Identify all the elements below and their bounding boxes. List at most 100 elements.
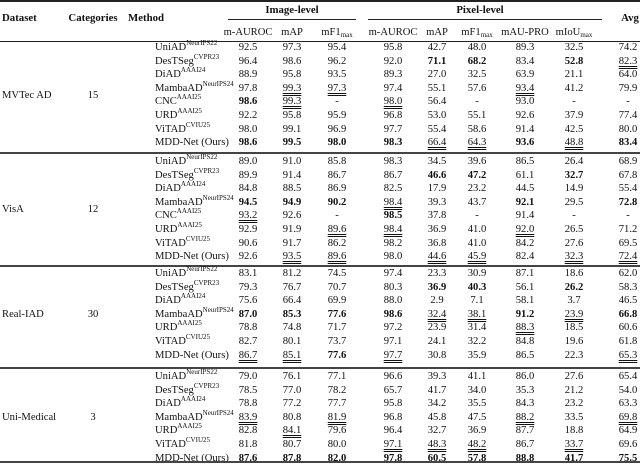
table-cell: 97.8 (383, 452, 403, 464)
table-cell: 85.3 (282, 308, 302, 320)
header-col-mf1: mF1max (321, 27, 353, 39)
table-cell: 32.5 (564, 42, 584, 53)
table-cell: 46.5 (618, 295, 638, 307)
table-cell: 86.7 (238, 349, 258, 361)
table-cell: 36.9 (467, 425, 487, 437)
table-cell: 65.7 (383, 384, 403, 396)
method-label: DiAD (155, 295, 181, 307)
table-cell: 22.3 (564, 349, 584, 361)
table-cell: 83.4 (515, 55, 535, 67)
table-cell: 55.1 (427, 82, 447, 94)
method-name: UniADNeurIPS22 (155, 266, 217, 280)
table-cell: 41.2 (564, 82, 584, 94)
table-cell: 97.1 (383, 336, 403, 347)
table-cell: 64.9 (618, 425, 638, 437)
table-cell: 85.8 (327, 156, 347, 167)
col-label: mF1 (461, 27, 481, 38)
table-cell: 84.3 (515, 398, 535, 410)
table-cell: 97.2 (383, 322, 403, 334)
table-cell: 41.0 (467, 224, 487, 235)
table-cell: 57.6 (467, 82, 487, 94)
table-cell: 61.8 (618, 336, 638, 347)
table-cell: 97.4 (383, 82, 403, 94)
table-cell: 90.6 (238, 237, 258, 249)
table-cell: - (475, 210, 479, 222)
table-cell: 81.9 (327, 411, 347, 423)
table-cell: 96.8 (383, 411, 403, 423)
table-cell: 23.9 (564, 308, 584, 320)
table-cell: 72.4 (618, 251, 638, 263)
header-method: Method (128, 12, 164, 24)
method-name: DiADAAAI24 (155, 67, 205, 81)
method-label: ViTAD (155, 336, 186, 347)
table-cell: 74.2 (618, 42, 638, 53)
table-cell: 60.5 (427, 452, 447, 464)
table-cell: 70.7 (327, 281, 347, 293)
table-cell: 69.6 (618, 439, 638, 450)
table-cell: 34.5 (427, 156, 447, 167)
table-cell: 92.1 (515, 196, 535, 208)
table-cell: 53.0 (427, 110, 447, 121)
table-cell: 86.5 (515, 349, 535, 361)
table-cell: 52.8 (564, 55, 584, 67)
table-cell: 77.4 (618, 110, 638, 121)
method-name: DesTSegCVPR23 (155, 53, 219, 68)
category-count: 30 (87, 308, 99, 320)
table-cell: 92.0 (383, 55, 403, 67)
table-cell: 91.4 (515, 123, 535, 135)
category-count: 12 (87, 203, 99, 215)
col-label: mIoU (555, 27, 581, 38)
block-rule (0, 461, 640, 463)
table-cell: 79.6 (327, 425, 347, 437)
table-cell: 48.8 (564, 137, 584, 149)
table-cell: 23.2 (467, 183, 487, 195)
venue-superscript: CVIU25 (185, 333, 211, 341)
method-name: UniADNeurIPS22 (155, 40, 217, 54)
method-name: URDAAAI25 (155, 320, 202, 334)
method-name: UniADNeurIPS22 (155, 153, 218, 168)
header-col-m-auroc: m-AUROC (224, 27, 273, 39)
table-cell: 87.6 (238, 452, 258, 464)
table-cell: 23.9 (427, 322, 447, 334)
table-cell: 55.1 (467, 110, 487, 121)
table-cell: 71.2 (618, 224, 638, 235)
table-cell: 77.7 (327, 398, 347, 410)
table-cell: 97.7 (383, 349, 403, 361)
method-label: ViTAD (155, 439, 186, 450)
venue-superscript: AAAI24 (180, 180, 206, 189)
table-cell: 87.0 (238, 308, 258, 320)
method-name: DiADAAAI24 (155, 293, 205, 307)
venue-superscript: NeurIPS22 (186, 153, 218, 161)
method-label: UniAD (155, 371, 187, 382)
table-cell: 91.2 (515, 308, 535, 320)
table-cell: 88.3 (515, 322, 535, 334)
table-cell: 95.8 (383, 398, 403, 410)
table-cell: 89.3 (383, 69, 403, 81)
venue-superscript: AAAI25 (177, 107, 202, 115)
header-avg: Avg (621, 12, 639, 24)
table-cell: 32.3 (564, 251, 584, 263)
table-cell: 80.1 (282, 336, 302, 347)
table-cell: 60.6 (618, 322, 638, 334)
venue-superscript: CVPR23 (193, 166, 220, 175)
table-cell: 36.8 (427, 237, 447, 249)
table-cell: 77.6 (327, 308, 347, 320)
table-cell: 98.6 (383, 308, 403, 320)
table-cell: 82.7 (238, 336, 258, 347)
method-name: URDAAAI25 (155, 422, 202, 437)
header-col-miou: mIoUmax (556, 27, 593, 39)
table-cell: 61.1 (515, 169, 535, 181)
venue-superscript: CVIU25 (185, 234, 211, 243)
table-cell: 77.1 (327, 371, 347, 382)
top-rule (0, 0, 640, 2)
table-cell: 83.9 (238, 411, 258, 423)
table-cell: 93.0 (515, 96, 535, 108)
table-cell: 77.6 (327, 349, 347, 361)
table-cell: 54.0 (618, 384, 638, 396)
table-cell: 18.6 (564, 268, 584, 279)
table-cell: 75.5 (618, 452, 638, 464)
table-cell: 66.4 (427, 137, 447, 149)
image-level-rule (228, 19, 356, 20)
venue-superscript: AAAI25 (177, 422, 202, 431)
table-cell: 45.8 (427, 411, 447, 423)
